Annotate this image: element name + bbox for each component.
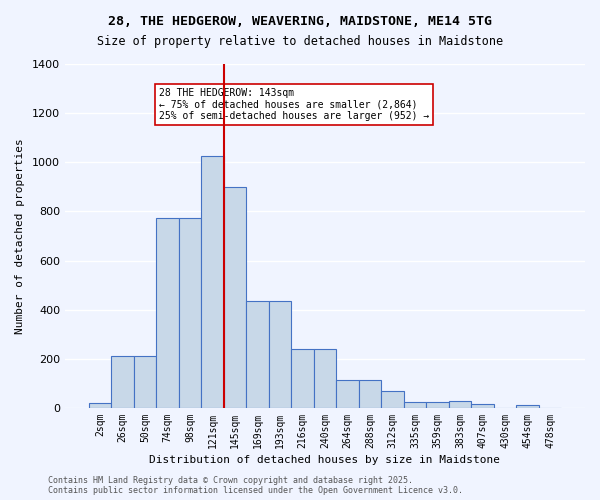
X-axis label: Distribution of detached houses by size in Maidstone: Distribution of detached houses by size … — [149, 455, 500, 465]
Bar — [426, 402, 449, 408]
Bar — [359, 380, 381, 408]
Bar — [224, 187, 246, 408]
Text: Size of property relative to detached houses in Maidstone: Size of property relative to detached ho… — [97, 35, 503, 48]
Bar — [246, 301, 269, 408]
Y-axis label: Number of detached properties: Number of detached properties — [15, 138, 25, 334]
Bar — [291, 349, 314, 408]
Bar — [201, 156, 224, 408]
Bar — [111, 356, 134, 408]
Text: 28 THE HEDGEROW: 143sqm
← 75% of detached houses are smaller (2,864)
25% of semi: 28 THE HEDGEROW: 143sqm ← 75% of detache… — [158, 88, 429, 122]
Bar — [517, 406, 539, 408]
Text: 28, THE HEDGEROW, WEAVERING, MAIDSTONE, ME14 5TG: 28, THE HEDGEROW, WEAVERING, MAIDSTONE, … — [108, 15, 492, 28]
Bar — [269, 301, 291, 408]
Bar — [314, 349, 336, 408]
Bar — [156, 218, 179, 408]
Bar — [449, 400, 472, 408]
Bar — [472, 404, 494, 408]
Bar — [134, 356, 156, 408]
Text: Contains HM Land Registry data © Crown copyright and database right 2025.
Contai: Contains HM Land Registry data © Crown c… — [48, 476, 463, 495]
Bar — [336, 380, 359, 408]
Bar — [89, 403, 111, 408]
Bar — [179, 218, 201, 408]
Bar — [404, 402, 426, 408]
Bar — [381, 390, 404, 408]
